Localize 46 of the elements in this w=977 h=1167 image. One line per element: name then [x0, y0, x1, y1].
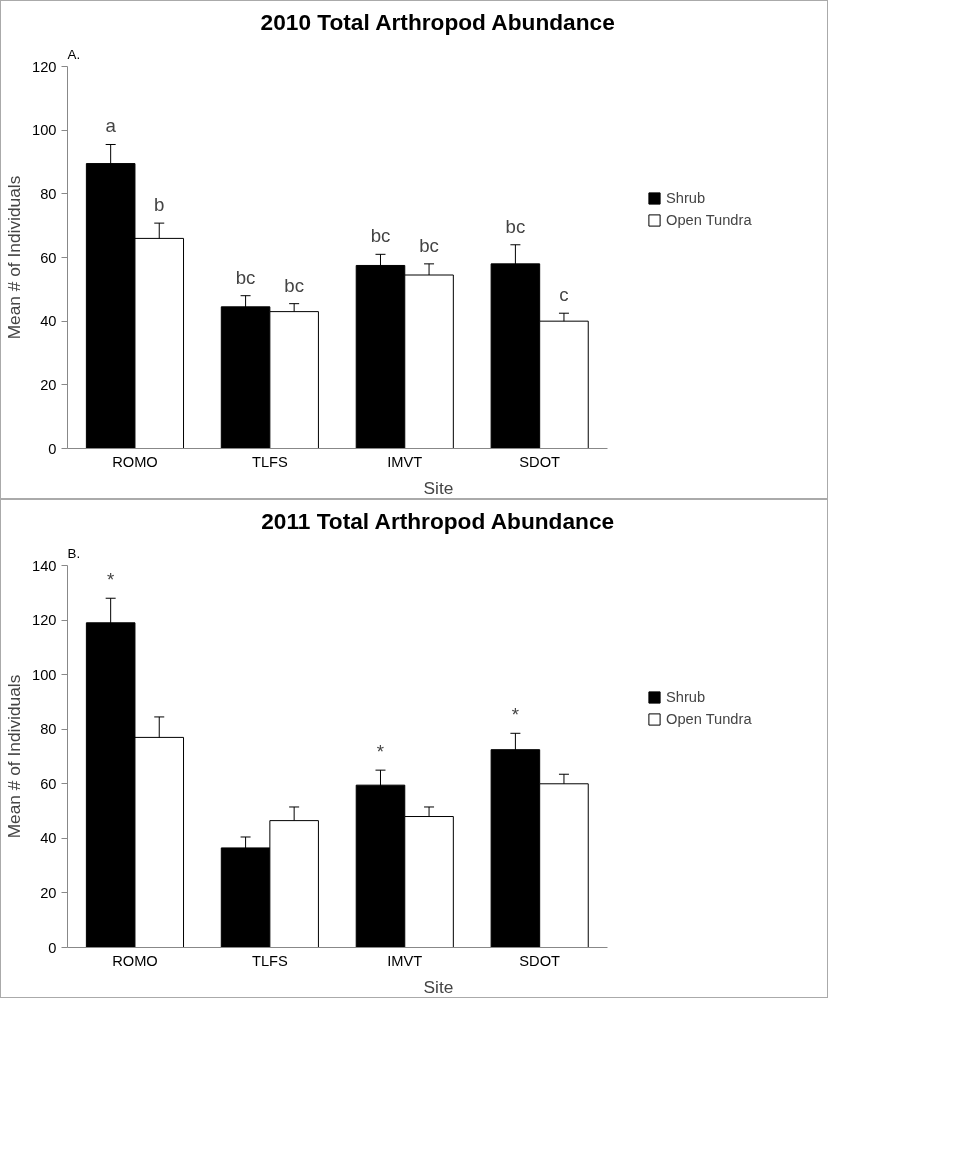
x-tick-label: IMVT: [387, 453, 423, 470]
y-tick-label: 120: [32, 58, 57, 75]
x-tick-label: SDOT: [519, 453, 561, 470]
x-axis-title: Site: [423, 976, 454, 997]
annotation: bc: [419, 234, 439, 256]
annotation: *: [376, 741, 385, 763]
y-tick-label: 120: [32, 612, 57, 629]
annotation: b: [154, 194, 165, 216]
y-tick-label: 20: [40, 376, 57, 393]
x-axis-title: Site: [423, 477, 454, 498]
annotation: bc: [370, 225, 391, 247]
y-tick-label: 20: [40, 884, 57, 901]
x-tick-label: ROMO: [112, 952, 158, 969]
legend-label: Open Tundra: [666, 212, 752, 228]
y-tick-label: 100: [32, 122, 57, 139]
y-tick-label: 80: [40, 721, 57, 738]
text: B.: [67, 545, 81, 561]
annotation: *: [107, 569, 115, 591]
annotation: bc: [284, 274, 305, 296]
annotation: *: [511, 704, 520, 726]
legend-label: Shrub: [666, 190, 706, 206]
x-tick-label: TLFS: [251, 453, 288, 470]
text: A.: [67, 46, 81, 62]
annotation: bc: [235, 266, 256, 288]
y-tick-label: 140: [32, 557, 57, 574]
y-axis-title: Mean # of Individuals: [4, 674, 25, 839]
y-axis-title: Mean # of Individuals: [4, 175, 25, 340]
y-tick-label: 60: [40, 775, 57, 792]
legend-label: Open Tundra: [666, 711, 752, 727]
annotation: bc: [505, 215, 526, 237]
y-tick-label: 0: [48, 939, 57, 956]
x-tick-label: SDOT: [519, 952, 561, 969]
y-tick-label: 80: [40, 185, 57, 202]
x-tick-label: ROMO: [112, 453, 158, 470]
y-tick-label: 100: [32, 666, 57, 683]
chart-title: 2011 Total Arthropod Abundance: [261, 507, 615, 534]
annotation: c: [559, 284, 569, 306]
chart-title: 2010 Total Arthropod Abundance: [260, 8, 615, 35]
x-tick-label: IMVT: [387, 952, 423, 969]
x-tick-label: TLFS: [251, 952, 288, 969]
legend-label: Shrub: [666, 689, 706, 705]
y-tick-label: 40: [40, 830, 57, 847]
y-tick-label: 40: [40, 313, 57, 330]
y-tick-label: 60: [40, 249, 57, 266]
annotation: a: [105, 115, 117, 137]
y-tick-label: 0: [48, 440, 57, 457]
